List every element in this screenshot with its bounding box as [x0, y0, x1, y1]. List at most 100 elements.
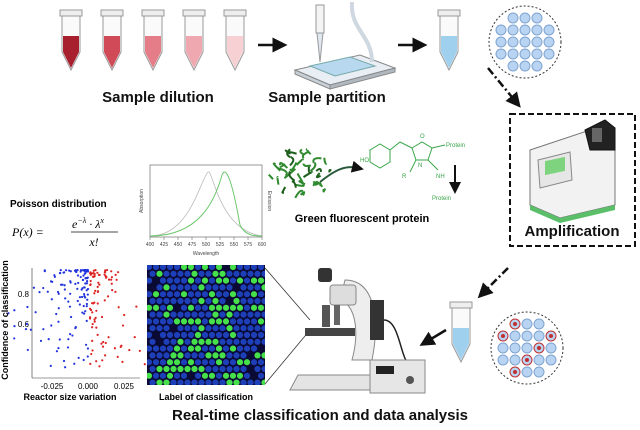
reactor	[215, 265, 223, 271]
reactor	[191, 338, 198, 345]
reactor	[257, 372, 265, 379]
reactor	[184, 338, 191, 345]
point	[105, 268, 109, 272]
partition-slide	[293, 1, 397, 90]
reactor	[254, 365, 261, 373]
thermocycler-part	[592, 128, 602, 142]
reactor	[226, 325, 233, 332]
reactor	[254, 352, 261, 359]
reactor	[233, 365, 240, 373]
point	[69, 281, 72, 284]
point	[39, 339, 43, 343]
reactor	[240, 297, 247, 305]
formula-title: Poisson distribution	[10, 199, 107, 210]
microscope-part	[334, 305, 340, 325]
reactor	[163, 325, 170, 332]
reactor	[236, 265, 244, 271]
reactor	[194, 359, 202, 366]
reactor	[177, 352, 184, 359]
formula: P(x) = e−λ · λx x!	[11, 216, 118, 249]
point	[58, 338, 61, 341]
reactor	[198, 270, 205, 277]
reactor	[495, 24, 507, 36]
point	[135, 305, 138, 308]
reactor	[205, 284, 212, 291]
reactor	[166, 331, 174, 339]
reactor	[229, 345, 237, 352]
reactor	[201, 291, 209, 298]
reactor	[187, 265, 195, 271]
point	[74, 282, 77, 285]
protein-strand	[312, 157, 322, 164]
reactor	[156, 379, 163, 385]
reactor	[519, 36, 531, 48]
point	[106, 295, 110, 298]
reactor	[243, 318, 251, 325]
reactor-hit	[501, 334, 505, 338]
partition-array	[488, 5, 562, 79]
thermocycler-part	[530, 205, 615, 223]
point	[57, 292, 60, 295]
tube-liquid	[63, 36, 79, 68]
reactor	[243, 304, 251, 311]
point	[83, 268, 86, 272]
reactor	[531, 12, 543, 24]
reactor	[229, 277, 237, 284]
tube-liquid	[227, 36, 243, 68]
reactor	[261, 311, 265, 318]
reactor	[212, 270, 219, 277]
point	[128, 348, 131, 352]
point	[143, 363, 146, 366]
reactor	[236, 331, 244, 339]
x-tick-label: 450	[174, 242, 183, 248]
partition-slide-part	[308, 56, 377, 77]
reactor	[240, 284, 247, 291]
microscope-part	[329, 284, 357, 306]
reactor	[208, 265, 216, 271]
reactor	[226, 338, 233, 345]
reactor	[152, 304, 160, 311]
reactor	[261, 270, 265, 277]
point	[102, 340, 105, 344]
point	[78, 296, 82, 299]
point	[113, 347, 117, 350]
protein-strand	[294, 189, 304, 199]
reactor	[180, 318, 188, 325]
point	[96, 285, 99, 288]
reactor	[509, 342, 521, 354]
point	[57, 307, 60, 310]
reactor	[261, 284, 265, 291]
reactor	[191, 365, 198, 373]
reactor	[254, 297, 261, 305]
reactor	[519, 48, 531, 60]
reactor	[159, 304, 167, 311]
reactor	[254, 270, 261, 277]
reactor	[194, 318, 202, 325]
reactor	[229, 372, 237, 379]
reactor	[519, 24, 531, 36]
reactor	[177, 338, 184, 345]
reactor	[180, 359, 188, 366]
reactor	[226, 270, 233, 277]
partition-slide-part	[329, 67, 396, 90]
reactor	[187, 291, 195, 298]
atom: NH	[436, 174, 445, 180]
point	[110, 270, 113, 273]
reactor	[212, 379, 219, 385]
point	[86, 268, 89, 272]
reactor	[166, 359, 174, 366]
dilution-tubes	[59, 9, 247, 72]
point	[133, 336, 136, 339]
reactor	[233, 311, 240, 318]
reactor	[187, 318, 195, 325]
protein-strand	[284, 168, 297, 179]
reactor	[219, 297, 226, 305]
point	[42, 286, 45, 290]
reactor	[497, 354, 509, 366]
reactor	[247, 338, 254, 345]
microscope	[289, 268, 426, 394]
reactor	[208, 331, 216, 339]
point	[91, 302, 94, 305]
point	[26, 305, 29, 309]
reactor	[177, 325, 184, 332]
